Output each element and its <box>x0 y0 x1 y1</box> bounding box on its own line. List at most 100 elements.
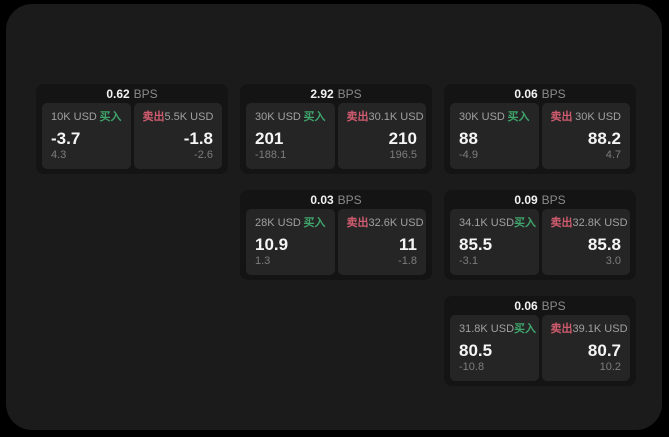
buy-panel[interactable]: 31.8K USD 买入 80.5 -10.8 <box>450 315 539 381</box>
buy-price: 10.9 <box>255 235 289 254</box>
sell-side-label: 卖出 <box>550 217 573 229</box>
buy-side-label: 买入 <box>99 111 122 123</box>
sell-price: 80.7 <box>587 341 621 360</box>
buy-side-label: 买入 <box>514 217 537 229</box>
quote-panels: 34.1K USD 买入 85.5 -3.1 卖出 32.8K USD 85.8… <box>444 207 636 280</box>
card-header: 2.92 BPS <box>240 84 432 101</box>
bps-unit-label: BPS <box>541 299 566 313</box>
sell-side-label: 卖出 <box>550 111 573 123</box>
sell-panel-top: 卖出 32.6K USD <box>346 217 424 230</box>
quote-panels: 31.8K USD 买入 80.5 -10.8 卖出 39.1K USD 80.… <box>444 313 636 386</box>
buy-panel[interactable]: 30K USD 买入 88 -4.9 <box>450 103 539 169</box>
buy-price: -3.7 <box>51 129 81 148</box>
buy-sub-value: 4.3 <box>51 149 67 161</box>
sell-notional: 30K USD <box>575 111 621 123</box>
bps-value: 0.09 <box>514 193 538 207</box>
sell-panel-top: 卖出 30K USD <box>551 111 622 124</box>
sell-notional: 39.1K USD <box>572 323 628 335</box>
sell-notional: 32.8K USD <box>572 217 628 229</box>
sell-price: -1.8 <box>183 129 213 148</box>
sell-panel[interactable]: 卖出 32.8K USD 85.8 3.0 <box>541 209 630 275</box>
buy-panel-top: 10K USD 买入 <box>51 111 122 124</box>
quote-card-grid: 0.62 BPS 10K USD 买入 -3.7 4.3 卖出 5.5K USD <box>36 84 636 386</box>
sell-side-label: 卖出 <box>550 323 573 335</box>
card-header: 0.06 BPS <box>444 296 636 313</box>
sell-panel[interactable]: 卖出 39.1K USD 80.7 10.2 <box>541 315 630 381</box>
bps-value: 0.62 <box>106 87 130 101</box>
sell-price: 88.2 <box>587 129 621 148</box>
quote-card[interactable]: 0.09 BPS 34.1K USD 买入 85.5 -3.1 卖出 32.8K… <box>444 190 636 280</box>
buy-notional: 30K USD <box>459 111 505 123</box>
sell-panel-top: 卖出 39.1K USD <box>550 323 628 336</box>
sell-panel[interactable]: 卖出 32.6K USD 11 -1.8 <box>337 209 426 275</box>
sell-notional: 32.6K USD <box>368 217 424 229</box>
sell-side-label: 卖出 <box>346 111 369 123</box>
buy-price: 201 <box>255 129 284 148</box>
sell-notional: 30.1K USD <box>368 111 424 123</box>
buy-panel[interactable]: 10K USD 买入 -3.7 4.3 <box>42 103 131 169</box>
quote-card[interactable]: 0.62 BPS 10K USD 买入 -3.7 4.3 卖出 5.5K USD <box>36 84 228 174</box>
quote-card[interactable]: 0.03 BPS 28K USD 买入 10.9 1.3 卖出 32.6K US… <box>240 190 432 280</box>
sell-panel-top: 卖出 5.5K USD <box>143 111 214 124</box>
card-header: 0.09 BPS <box>444 190 636 207</box>
buy-notional: 34.1K USD <box>459 217 515 229</box>
buy-price: 85.5 <box>459 235 493 254</box>
buy-price: 80.5 <box>459 341 493 360</box>
bps-value: 2.92 <box>310 87 334 101</box>
sell-panel[interactable]: 卖出 30.1K USD 210 196.5 <box>337 103 426 169</box>
bps-unit-label: BPS <box>541 193 566 207</box>
quote-panels: 10K USD 买入 -3.7 4.3 卖出 5.5K USD -1.8 -2.… <box>36 101 228 174</box>
buy-sub-value: -3.1 <box>459 255 478 267</box>
buy-panel-top: 31.8K USD 买入 <box>459 323 536 336</box>
sell-sub-value: 4.7 <box>605 149 621 161</box>
buy-sub-value: 1.3 <box>255 255 271 267</box>
buy-panel[interactable]: 28K USD 买入 10.9 1.3 <box>246 209 335 275</box>
sell-sub-value: 196.5 <box>389 149 417 161</box>
buy-price: 88 <box>459 129 478 148</box>
bps-value: 0.03 <box>310 193 334 207</box>
buy-panel-top: 30K USD 买入 <box>459 111 530 124</box>
sell-panel[interactable]: 卖出 30K USD 88.2 4.7 <box>541 103 630 169</box>
card-header: 0.06 BPS <box>444 84 636 101</box>
sell-sub-value: 3.0 <box>605 255 621 267</box>
app-window: 0.62 BPS 10K USD 买入 -3.7 4.3 卖出 5.5K USD <box>6 4 662 430</box>
buy-side-label: 买入 <box>514 323 537 335</box>
buy-panel[interactable]: 34.1K USD 买入 85.5 -3.1 <box>450 209 539 275</box>
bps-value: 0.06 <box>514 299 538 313</box>
sell-panel[interactable]: 卖出 5.5K USD -1.8 -2.6 <box>133 103 222 169</box>
sell-sub-value: -1.8 <box>398 255 417 267</box>
sell-notional: 5.5K USD <box>164 111 214 123</box>
buy-notional: 31.8K USD <box>459 323 515 335</box>
buy-side-label: 买入 <box>303 111 326 123</box>
buy-side-label: 买入 <box>303 217 326 229</box>
bps-unit-label: BPS <box>337 87 362 101</box>
sell-price: 210 <box>388 129 417 148</box>
buy-panel-top: 30K USD 买入 <box>255 111 326 124</box>
buy-side-label: 买入 <box>507 111 530 123</box>
quote-card[interactable]: 2.92 BPS 30K USD 买入 201 -188.1 卖出 30.1K … <box>240 84 432 174</box>
buy-sub-value: -4.9 <box>459 149 478 161</box>
buy-notional: 30K USD <box>255 111 301 123</box>
buy-panel[interactable]: 30K USD 买入 201 -188.1 <box>246 103 335 169</box>
bps-unit-label: BPS <box>337 193 362 207</box>
buy-panel-top: 28K USD 买入 <box>255 217 326 230</box>
buy-sub-value: -188.1 <box>255 149 287 161</box>
bps-value: 0.06 <box>514 87 538 101</box>
quote-panels: 28K USD 买入 10.9 1.3 卖出 32.6K USD 11 -1.8 <box>240 207 432 280</box>
sell-side-label: 卖出 <box>346 217 369 229</box>
buy-panel-top: 34.1K USD 买入 <box>459 217 536 230</box>
buy-sub-value: -10.8 <box>459 361 485 373</box>
buy-notional: 28K USD <box>255 217 301 229</box>
sell-panel-top: 卖出 32.8K USD <box>550 217 628 230</box>
quote-panels: 30K USD 买入 201 -188.1 卖出 30.1K USD 210 1… <box>240 101 432 174</box>
quote-panels: 30K USD 买入 88 -4.9 卖出 30K USD 88.2 4.7 <box>444 101 636 174</box>
card-header: 0.62 BPS <box>36 84 228 101</box>
buy-notional: 10K USD <box>51 111 97 123</box>
sell-sub-value: -2.6 <box>194 149 213 161</box>
sell-side-label: 卖出 <box>142 111 165 123</box>
quote-card[interactable]: 0.06 BPS 31.8K USD 买入 80.5 -10.8 卖出 39.1… <box>444 296 636 386</box>
quote-card[interactable]: 0.06 BPS 30K USD 买入 88 -4.9 卖出 30K USD <box>444 84 636 174</box>
sell-panel-top: 卖出 30.1K USD <box>346 111 424 124</box>
sell-price: 85.8 <box>587 235 621 254</box>
bps-unit-label: BPS <box>541 87 566 101</box>
